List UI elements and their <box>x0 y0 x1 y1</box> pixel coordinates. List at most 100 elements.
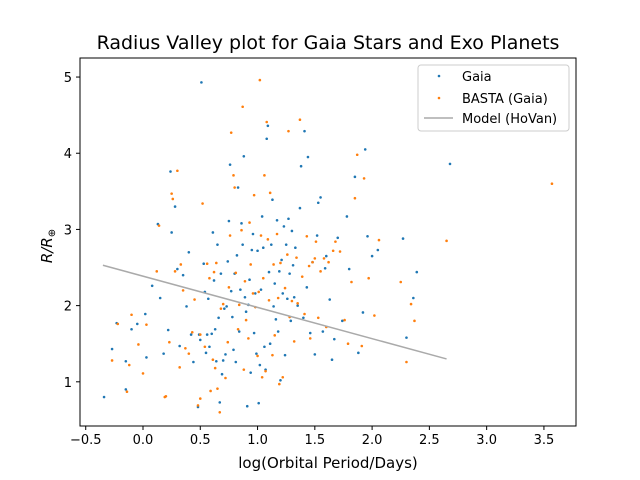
gaia-point <box>173 205 177 208</box>
basta-point <box>110 359 114 362</box>
gaia-point <box>266 124 270 128</box>
gaia-point <box>299 164 303 168</box>
basta-point <box>343 318 346 322</box>
gaia-point <box>363 148 367 151</box>
y-tick-label: 2 <box>64 300 72 315</box>
gaia-point <box>208 345 211 349</box>
basta-point <box>283 286 287 290</box>
plot-frame <box>79 57 577 427</box>
gaia-point <box>412 296 415 300</box>
basta-point <box>205 262 209 266</box>
basta-point <box>137 343 140 346</box>
gaia-point <box>210 332 214 336</box>
gaia-point <box>130 327 133 331</box>
gaia-point <box>288 272 291 275</box>
gaia-point <box>202 262 206 266</box>
gaia-point <box>290 229 294 233</box>
basta-point <box>116 322 120 326</box>
gaia-point <box>226 260 230 263</box>
gaia-point <box>347 267 351 271</box>
basta-point <box>229 131 233 134</box>
gaia-point <box>253 292 257 295</box>
basta-point <box>264 369 267 373</box>
gaia-point <box>102 395 106 399</box>
basta-point <box>201 202 204 205</box>
basta-point <box>313 257 317 260</box>
basta-point <box>181 289 185 292</box>
gaia-point <box>267 270 271 274</box>
gaia-point <box>124 388 128 391</box>
gaia-point <box>294 246 297 250</box>
basta-point <box>244 318 248 322</box>
gaia-point <box>271 198 274 202</box>
axis-ticks: −0.5 0.0 0.5 1.0 1.5 2.0 2.5 3.0 3.5 1 2 3 4 5 <box>64 71 555 448</box>
gaia-point <box>261 246 265 250</box>
basta-point <box>178 366 181 369</box>
x-tick-label: 0.0 <box>133 433 154 448</box>
basta-point <box>260 375 264 379</box>
basta-point <box>355 153 359 157</box>
basta-point <box>276 296 280 300</box>
gaia-point <box>243 295 247 299</box>
basta-point <box>198 333 202 336</box>
basta-point <box>319 270 322 273</box>
gaia-point <box>281 292 285 295</box>
basta-point <box>275 232 279 236</box>
basta-point <box>218 410 222 414</box>
basta-point <box>208 276 211 280</box>
x-tick-label: 2.5 <box>419 433 440 448</box>
basta-point <box>240 228 243 232</box>
gaia-point <box>237 330 241 333</box>
gaia-point <box>280 258 283 262</box>
basta-point <box>445 239 448 243</box>
gaia-point <box>211 231 215 234</box>
x-axis-label: log(Orbital Period/Days) <box>238 454 418 472</box>
basta-point <box>219 307 223 310</box>
x-tick-label: 1.5 <box>304 433 325 448</box>
gaia-point <box>286 297 289 301</box>
basta-point <box>233 186 236 189</box>
basta-point <box>247 337 250 340</box>
legend-basta-marker <box>437 96 441 100</box>
gaia-point <box>192 360 195 364</box>
basta-point <box>193 298 196 301</box>
basta-point <box>409 302 413 306</box>
gaia-point <box>257 401 260 405</box>
basta-point <box>171 197 175 201</box>
basta-point <box>273 334 277 337</box>
gaia-point <box>283 353 287 357</box>
gaia-point <box>296 304 299 307</box>
gaia-point <box>187 250 191 254</box>
basta-point <box>338 250 342 253</box>
gaia-point <box>316 201 320 205</box>
gaia-point <box>169 170 172 173</box>
basta-point <box>281 375 285 379</box>
gaia-point <box>241 243 244 246</box>
basta-point <box>224 376 227 380</box>
gaia-point <box>319 196 322 199</box>
basta-point <box>300 275 304 278</box>
basta-point <box>305 234 309 238</box>
basta-point <box>212 270 216 274</box>
gaia-point <box>244 310 248 314</box>
gaia-point <box>302 316 305 320</box>
gaia-point <box>330 358 334 362</box>
basta-point <box>257 290 260 294</box>
gaia-point <box>135 322 139 326</box>
basta-point <box>322 257 326 260</box>
basta-point <box>373 314 376 317</box>
gaia-point <box>256 249 259 253</box>
gaia-point <box>206 297 210 301</box>
basta-point <box>550 182 554 186</box>
basta-point <box>298 118 302 122</box>
basta-point <box>405 360 408 364</box>
gaia-point <box>341 319 344 323</box>
gaia-point <box>242 154 246 158</box>
basta-point <box>157 224 161 227</box>
basta-point <box>261 276 265 280</box>
gaia-point <box>110 347 114 351</box>
basta-point <box>265 120 269 124</box>
gaia-point <box>258 363 262 367</box>
gaia-point <box>224 353 227 356</box>
